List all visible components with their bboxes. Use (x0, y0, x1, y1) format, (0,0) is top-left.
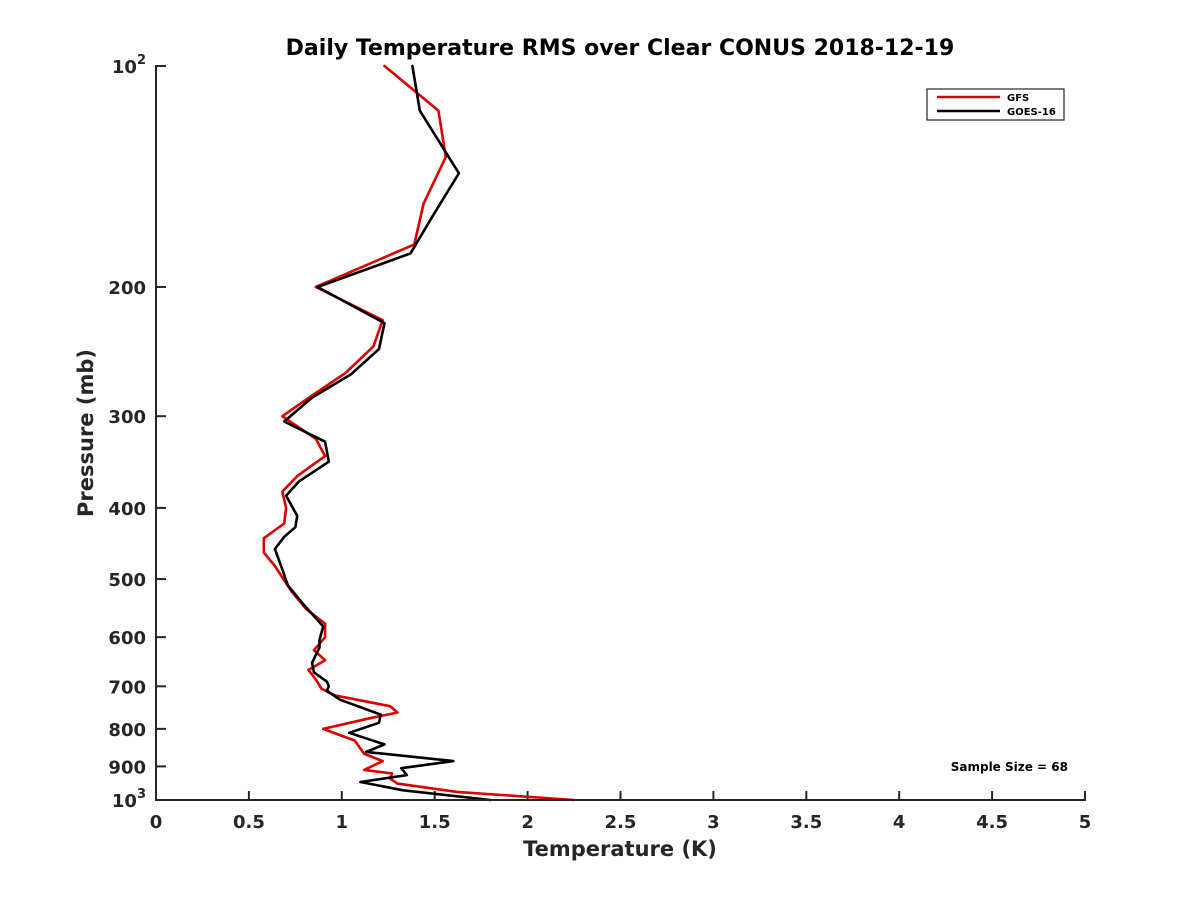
x-axis-ticks: 0 0.5 1 1.5 2 2.5 3 3.5 4 4.5 5 (150, 791, 1092, 833)
x-tick-label: 1.5 (419, 812, 451, 833)
series-layer (262, 64, 576, 802)
y-tick-label: 200 (108, 278, 146, 299)
x-tick-label: 4 (893, 812, 906, 833)
legend: GFS GOES-16 (926, 88, 1065, 121)
y-tick-label: 800 (108, 720, 146, 741)
x-tick-label: 3.5 (790, 812, 822, 833)
y-tick-label: 900 (108, 757, 146, 778)
x-tick-label: 0.5 (233, 812, 265, 833)
legend-label-gfs: GFS (1007, 93, 1029, 104)
x-tick-label: 3 (707, 812, 720, 833)
legend-box (926, 88, 1065, 121)
x-tick-label: 1 (336, 812, 349, 833)
x-tick-label: 2.5 (605, 812, 637, 833)
sample-size-annotation: Sample Size = 68 (951, 760, 1068, 774)
x-axis-title: Temperature (K) (523, 837, 717, 861)
chart-title: Daily Temperature RMS over Clear CONUS 2… (286, 36, 955, 61)
y-tick-label: 103 (112, 787, 146, 812)
y-tick-label: 700 (108, 677, 146, 698)
legend-label-goes16: GOES-16 (1007, 107, 1056, 118)
y-tick-label: 400 (108, 499, 146, 520)
y-axis-title: Pressure (mb) (74, 349, 98, 517)
x-tick-label: 5 (1079, 812, 1092, 833)
y-tick-label: 500 (108, 570, 146, 591)
series-line-goes-16 (273, 64, 492, 802)
y-tick-label: 300 (108, 407, 146, 428)
y-axis-ticks: 102 200 300 400 500 600 700 800 900 103 (108, 53, 166, 812)
x-tick-label: 4.5 (976, 812, 1008, 833)
x-tick-label: 2 (521, 812, 534, 833)
y-tick-label: 600 (108, 628, 146, 649)
x-tick-label: 0 (150, 812, 163, 833)
y-tick-label: 102 (112, 53, 146, 78)
